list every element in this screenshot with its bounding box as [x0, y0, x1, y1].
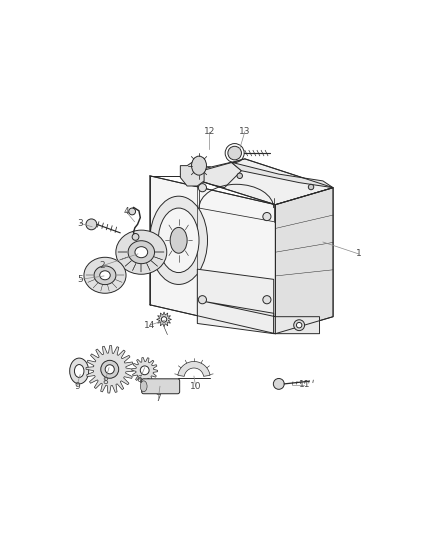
Circle shape: [105, 365, 114, 374]
Text: 7: 7: [155, 394, 161, 402]
Circle shape: [308, 184, 314, 190]
Circle shape: [86, 219, 97, 230]
Ellipse shape: [70, 358, 88, 384]
Ellipse shape: [94, 266, 116, 285]
Circle shape: [273, 378, 284, 389]
Circle shape: [297, 322, 302, 328]
Text: 5: 5: [78, 275, 83, 284]
Polygon shape: [231, 162, 333, 188]
Text: 9: 9: [74, 382, 80, 391]
Circle shape: [198, 296, 206, 304]
Ellipse shape: [135, 247, 148, 258]
FancyBboxPatch shape: [141, 379, 180, 394]
Ellipse shape: [116, 230, 167, 274]
Polygon shape: [178, 361, 210, 376]
Text: 14: 14: [144, 321, 155, 330]
Polygon shape: [180, 162, 241, 188]
Ellipse shape: [170, 228, 187, 253]
Polygon shape: [150, 176, 276, 334]
Circle shape: [263, 296, 271, 304]
Circle shape: [101, 360, 119, 378]
Ellipse shape: [191, 156, 206, 175]
Circle shape: [132, 233, 139, 240]
Polygon shape: [204, 302, 320, 334]
Circle shape: [161, 317, 167, 322]
Ellipse shape: [84, 257, 126, 293]
Circle shape: [129, 208, 135, 215]
Polygon shape: [86, 345, 134, 393]
Text: 1: 1: [356, 249, 361, 259]
Polygon shape: [132, 358, 158, 383]
Circle shape: [263, 213, 271, 221]
Polygon shape: [180, 159, 204, 186]
Ellipse shape: [150, 196, 208, 285]
Ellipse shape: [128, 241, 155, 264]
Text: 4: 4: [123, 207, 129, 216]
Ellipse shape: [100, 271, 110, 280]
Circle shape: [294, 320, 304, 330]
Text: 10: 10: [190, 382, 201, 391]
Polygon shape: [184, 159, 333, 205]
Text: 8: 8: [102, 377, 108, 386]
Text: 2: 2: [99, 261, 105, 270]
Polygon shape: [197, 269, 274, 334]
Text: 13: 13: [239, 127, 251, 136]
Text: 12: 12: [204, 127, 215, 136]
Circle shape: [228, 146, 241, 160]
Ellipse shape: [158, 208, 199, 272]
Circle shape: [140, 366, 149, 375]
Text: 3: 3: [78, 219, 83, 228]
Ellipse shape: [74, 365, 84, 377]
Circle shape: [237, 173, 243, 179]
Text: 6: 6: [137, 375, 142, 384]
Polygon shape: [156, 312, 172, 327]
Text: 11: 11: [298, 380, 310, 389]
Circle shape: [198, 184, 206, 192]
Ellipse shape: [140, 381, 147, 392]
Polygon shape: [276, 188, 333, 334]
